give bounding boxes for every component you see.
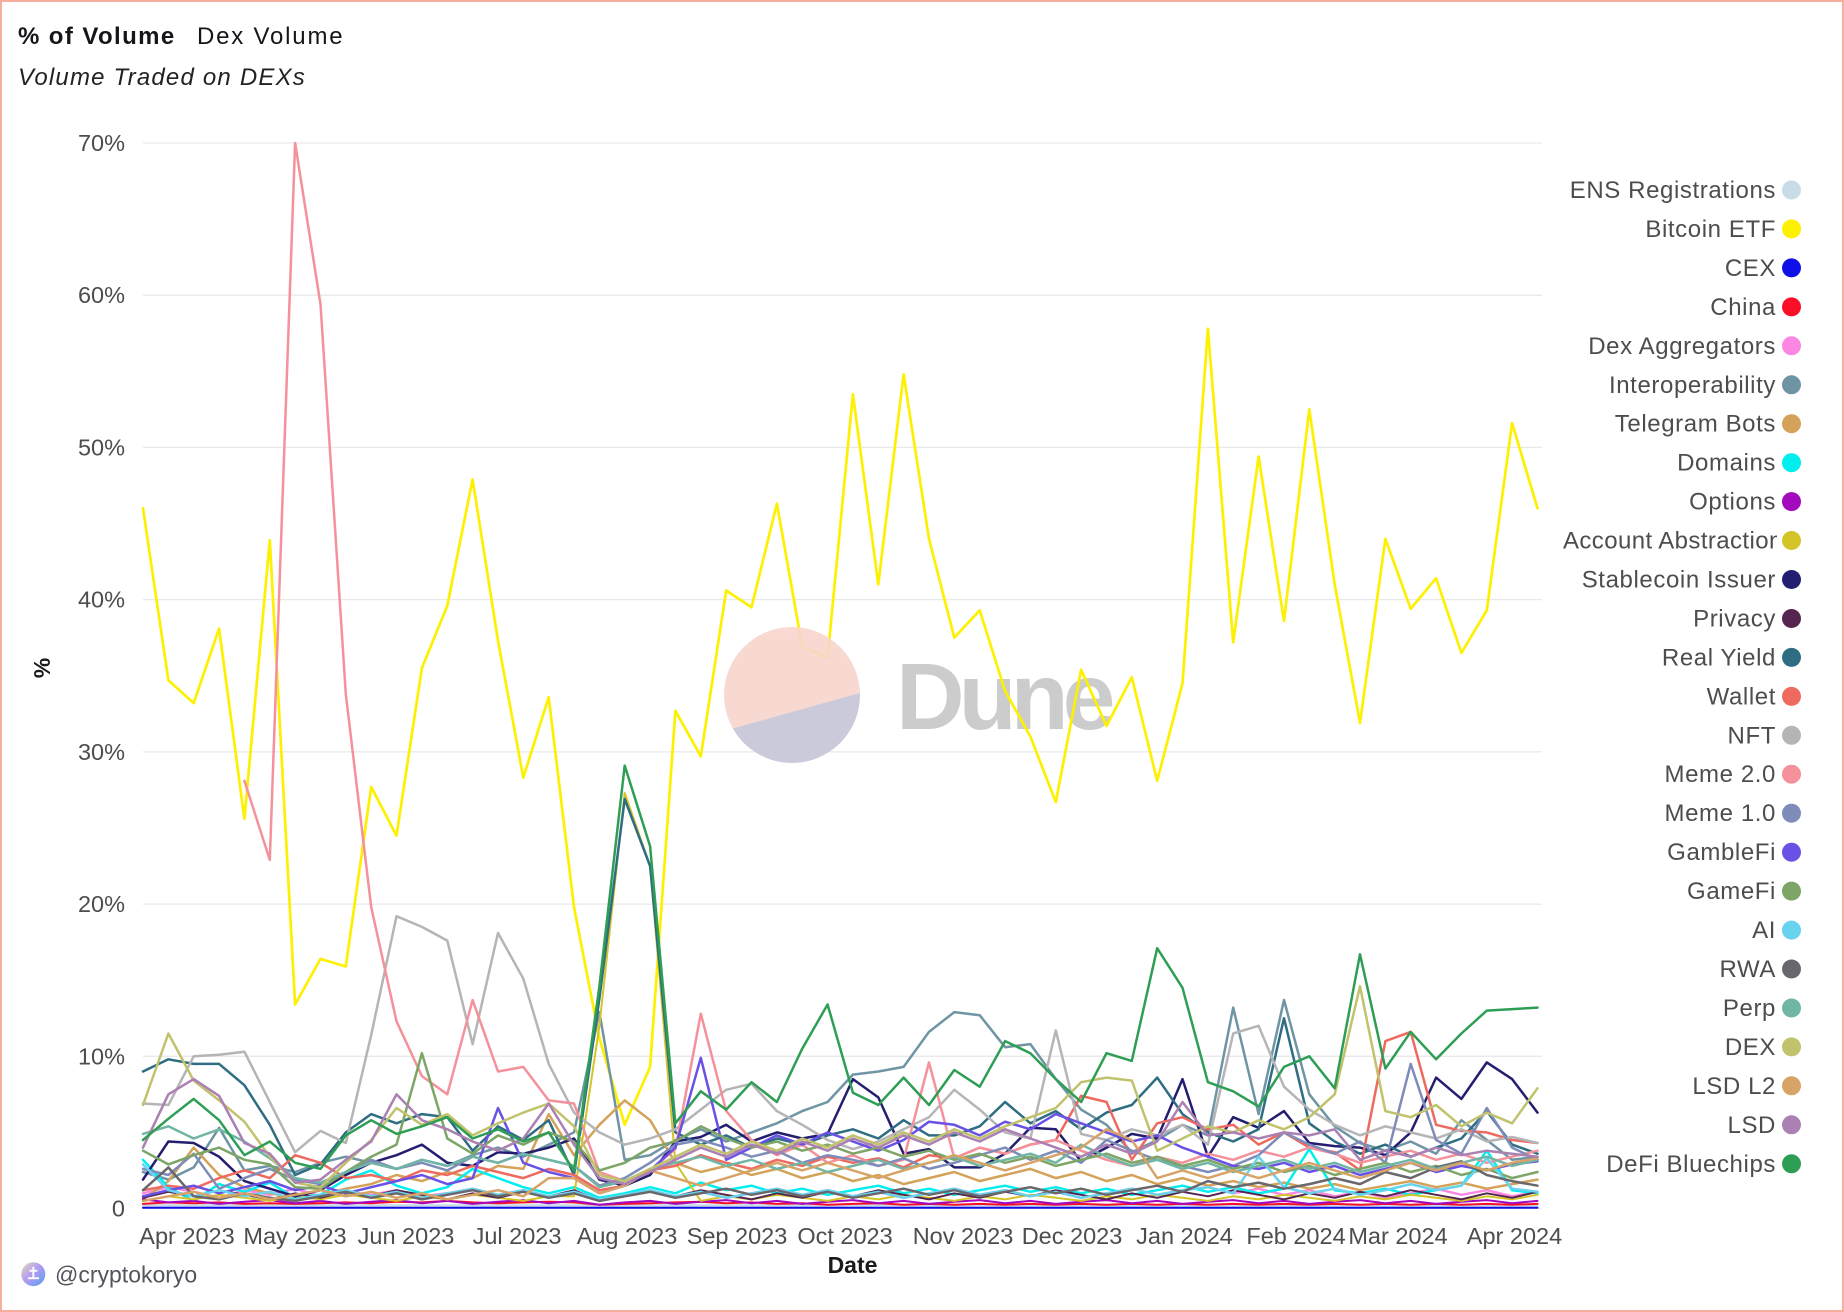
svg-text:Dec 2023: Dec 2023 xyxy=(1022,1223,1123,1249)
svg-text:Dex Aggregators: Dex Aggregators xyxy=(1588,333,1776,360)
svg-text:RWA: RWA xyxy=(1720,956,1776,983)
svg-text:DeFi Bluechips: DeFi Bluechips xyxy=(1606,1151,1776,1178)
svg-text:Perp: Perp xyxy=(1723,995,1776,1022)
svg-text:Options: Options xyxy=(1689,489,1776,516)
svg-text:ENS Registrations: ENS Registrations xyxy=(1570,177,1776,204)
svg-text:DEX: DEX xyxy=(1725,1034,1776,1061)
svg-text:Telegram Bots: Telegram Bots xyxy=(1615,411,1776,438)
svg-text:LSD: LSD xyxy=(1728,1112,1777,1139)
svg-text:Bitcoin ETF: Bitcoin ETF xyxy=(1645,216,1776,243)
svg-text:Apr 2024: Apr 2024 xyxy=(1467,1223,1562,1249)
svg-text:Nov 2023: Nov 2023 xyxy=(913,1223,1014,1249)
svg-text:Feb 2024: Feb 2024 xyxy=(1246,1223,1345,1249)
svg-text:Domains: Domains xyxy=(1677,450,1776,477)
svg-text:AI: AI xyxy=(1752,917,1776,944)
svg-text:Sep 2023: Sep 2023 xyxy=(687,1223,788,1249)
svg-text:Stablecoin Issuer: Stablecoin Issuer xyxy=(1582,567,1776,594)
svg-text:20%: 20% xyxy=(78,891,125,917)
svg-text:Privacy: Privacy xyxy=(1693,606,1776,633)
svg-text:Meme 2.0: Meme 2.0 xyxy=(1664,761,1776,788)
svg-text:Jan 2024: Jan 2024 xyxy=(1136,1223,1233,1249)
svg-text:LSD L2: LSD L2 xyxy=(1692,1073,1776,1100)
svg-text:GameFi: GameFi xyxy=(1687,878,1776,905)
svg-text:Aug 2023: Aug 2023 xyxy=(577,1223,678,1249)
svg-text:Dune: Dune xyxy=(896,644,1113,750)
svg-text:Interoperability: Interoperability xyxy=(1609,372,1776,399)
svg-text:Dex Volume: Dex Volume xyxy=(197,23,344,50)
svg-text:Mar 2024: Mar 2024 xyxy=(1348,1223,1447,1249)
svg-text:Date: Date xyxy=(828,1252,878,1278)
svg-text:CEX: CEX xyxy=(1725,255,1776,282)
svg-text:Oct 2023: Oct 2023 xyxy=(797,1223,892,1249)
svg-text:30%: 30% xyxy=(78,739,125,765)
svg-text:50%: 50% xyxy=(78,434,125,460)
svg-text:Account Abstraction: Account Abstraction xyxy=(1563,528,1783,555)
svg-text:Jul 2023: Jul 2023 xyxy=(473,1223,562,1249)
svg-text:% of Volume: % of Volume xyxy=(18,23,176,50)
svg-text:GambleFi: GambleFi xyxy=(1667,839,1776,866)
svg-text:Volume Traded on DEXs: Volume Traded on DEXs xyxy=(18,64,306,91)
svg-text:Apr 2023: Apr 2023 xyxy=(139,1223,234,1249)
svg-text:0: 0 xyxy=(112,1196,125,1222)
svg-text:%: % xyxy=(29,658,55,678)
svg-text:NFT: NFT xyxy=(1728,722,1776,749)
svg-text:60%: 60% xyxy=(78,282,125,308)
svg-text:Jun 2023: Jun 2023 xyxy=(358,1223,455,1249)
svg-text:Real Yield: Real Yield xyxy=(1662,644,1776,671)
svg-text:Wallet: Wallet xyxy=(1707,683,1776,710)
svg-text:May 2023: May 2023 xyxy=(243,1223,346,1249)
svg-text:@cryptokoryo: @cryptokoryo xyxy=(55,1262,197,1288)
svg-text:China: China xyxy=(1710,294,1776,321)
svg-text:40%: 40% xyxy=(78,587,125,613)
svg-text:Meme 1.0: Meme 1.0 xyxy=(1664,800,1776,827)
svg-text:10%: 10% xyxy=(78,1043,125,1069)
svg-text:70%: 70% xyxy=(78,130,125,156)
